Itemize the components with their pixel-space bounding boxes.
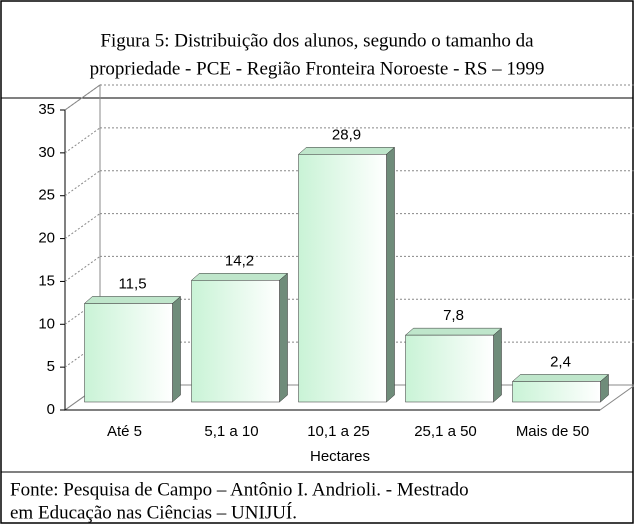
x-tick-label: Mais de 50 bbox=[516, 423, 589, 440]
bar-top bbox=[511, 374, 610, 382]
x-tick-label: 5,1 a 10 bbox=[204, 423, 258, 440]
chart-title: propriedade - PCE - Região Fronteira Nor… bbox=[90, 58, 545, 79]
grid-line bbox=[64, 170, 101, 197]
data-label: 2,4 bbox=[550, 353, 571, 370]
y-tick-label: 35 bbox=[38, 101, 55, 118]
y-tick-label: 25 bbox=[38, 187, 55, 204]
data-label: 14,2 bbox=[225, 252, 254, 269]
bar bbox=[298, 154, 387, 403]
x-axis-label: Hectares bbox=[310, 448, 370, 465]
y-tick-label: 15 bbox=[38, 272, 55, 289]
grid-line bbox=[64, 341, 101, 368]
bar-side bbox=[279, 272, 288, 403]
source: em Educação nas Ciências – UNIJUÍ. bbox=[10, 501, 297, 523]
bar-top bbox=[404, 327, 503, 336]
grid-line bbox=[64, 213, 101, 239]
x-tick-label: 25,1 a 50 bbox=[414, 423, 477, 440]
bar-top bbox=[83, 296, 182, 304]
bar bbox=[512, 381, 601, 403]
data-label: 7,8 bbox=[443, 307, 464, 324]
data-label: 28,9 bbox=[332, 126, 361, 143]
grid-line bbox=[64, 84, 101, 111]
bar-top bbox=[190, 273, 289, 281]
x-tick-label: Até 5 bbox=[107, 423, 142, 440]
bar bbox=[191, 280, 280, 403]
data-label: 11,5 bbox=[118, 275, 146, 292]
bar bbox=[84, 303, 173, 403]
grid-line bbox=[64, 298, 101, 325]
bar-side bbox=[172, 295, 181, 403]
y-tick-label: 0 bbox=[47, 401, 55, 418]
y-tick-label: 20 bbox=[38, 230, 55, 247]
grid-line bbox=[64, 127, 101, 154]
grid-line bbox=[64, 256, 101, 282]
y-tick-label: 30 bbox=[38, 144, 55, 161]
bar-side bbox=[386, 146, 395, 403]
chart-title: Figura 5: Distribuição dos alunos, segun… bbox=[100, 30, 534, 51]
x-tick-label: 10,1 a 25 bbox=[307, 423, 370, 440]
bar-top bbox=[297, 147, 396, 155]
y-tick-label: 10 bbox=[38, 315, 55, 332]
bar bbox=[405, 334, 494, 403]
y-tick-label: 5 bbox=[47, 358, 55, 375]
bar-side bbox=[493, 327, 502, 403]
source: Fonte: Pesquisa de Campo – Antônio I. An… bbox=[10, 479, 469, 500]
